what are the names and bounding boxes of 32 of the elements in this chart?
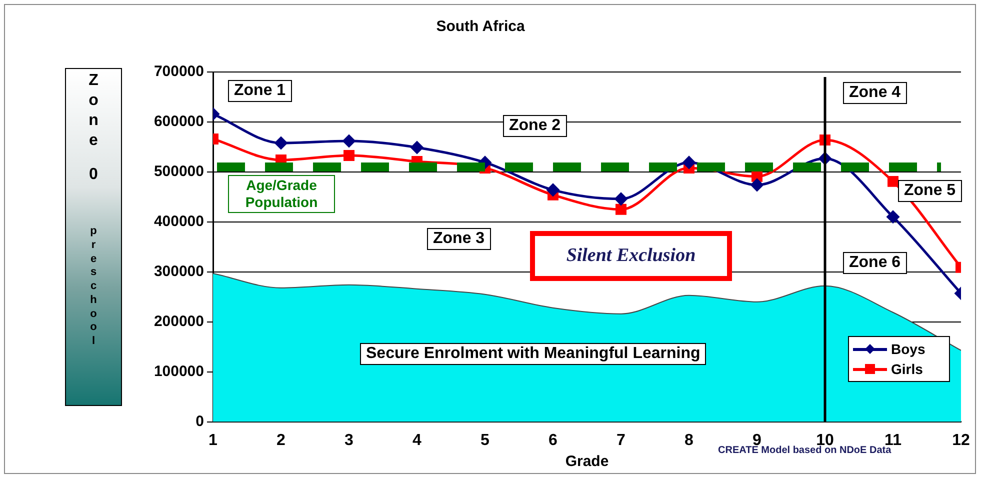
legend-label: Girls [890,360,924,379]
x-tick-label: 6 [548,432,558,449]
x-tick-label: 4 [412,432,422,449]
x-tick-label: 12 [952,432,970,449]
annotation: Secure Enrolment with Meaningful Learning [360,343,706,365]
x-tick-label: 7 [616,432,626,449]
y-tick-label: 600000 [154,113,204,130]
x-axis-title: Grade [565,453,609,470]
framed-label: Silent Exclusion [530,231,732,281]
y-tick-label: 100000 [154,362,204,380]
ref-line-label: Age/Grade Population [228,175,335,213]
x-tick-label: 8 [684,432,694,449]
text: Zone 0 [88,71,98,185]
annotation: Zone 5 [898,180,962,202]
y-tick-label: 200000 [154,313,204,330]
y-tick-label: 0 [196,412,204,430]
y-tick-label: 700000 [154,63,204,80]
chart-title: South Africa [436,18,526,36]
y-tick-label: 400000 [154,213,204,230]
y-tick-label: 500000 [154,163,204,180]
annotation: Zone 2 [503,115,567,137]
y-tick-label: 300000 [154,263,204,280]
text: preschool [90,225,97,347]
x-tick-label: 2 [276,432,286,449]
x-tick-label: 5 [480,432,490,449]
x-tick-label: 1 [208,432,218,449]
annotation: Zone 1 [228,80,292,102]
x-tick-label: 3 [344,432,354,449]
annotation: Zone 3 [427,228,491,250]
annotation: Zone 4 [843,82,907,104]
annotation: Zone 6 [843,252,907,274]
legend-label: Boys [890,340,926,359]
